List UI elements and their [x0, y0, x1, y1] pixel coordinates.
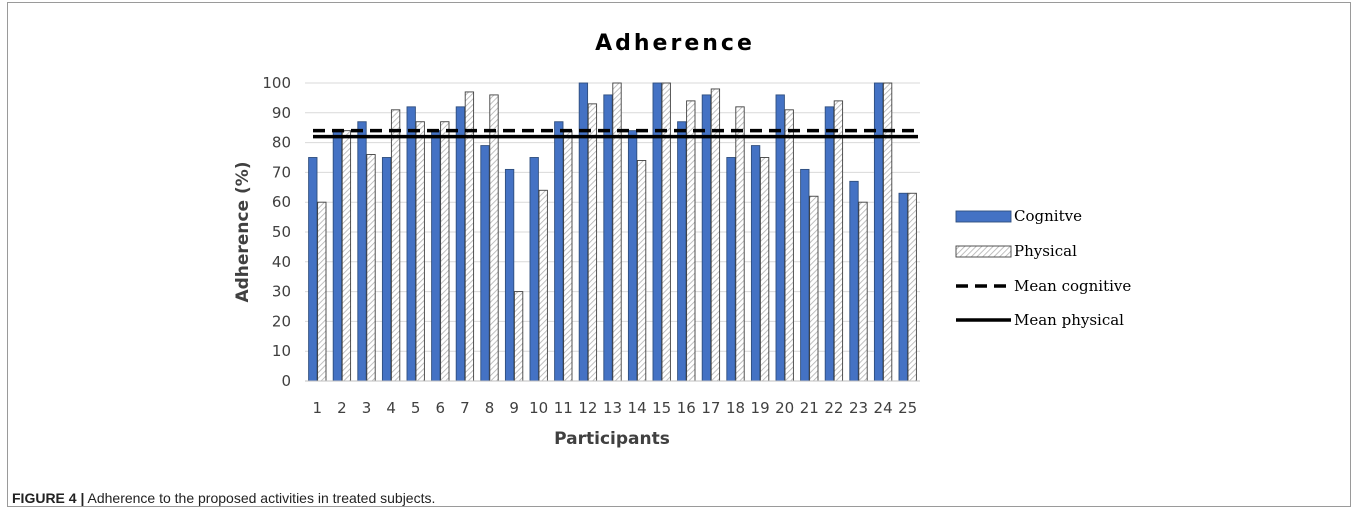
- x-tick-label: 6: [436, 399, 446, 417]
- x-tick-label: 17: [701, 399, 720, 417]
- y-tick-label: 90: [272, 104, 291, 122]
- figure-caption: FIGURE 4 | Adherence to the proposed act…: [12, 490, 435, 506]
- y-tick-label: 30: [272, 283, 291, 301]
- legend-label: Mean physical: [1014, 311, 1124, 329]
- x-tick-labels: 1 2 3 4 5 6 7 8 9 10 11 12 13 14 15 16 17 18 19 20 21 22 23 24 2…: [313, 399, 918, 417]
- legend-label: Mean cognitive: [1014, 277, 1131, 295]
- bar-cognitive: [726, 157, 736, 382]
- x-tick-label: 12: [578, 399, 597, 417]
- x-tick-label: 15: [652, 399, 671, 417]
- bar-cognitive: [824, 106, 835, 382]
- x-tick-label: 18: [726, 399, 745, 417]
- caption-text: Adherence to the proposed activities in …: [84, 490, 436, 506]
- y-axis-title: Adherence (%): [233, 161, 253, 302]
- bar-cognitive: [332, 130, 343, 382]
- y-tick-label: 20: [272, 312, 291, 330]
- x-tick-label: 11: [554, 399, 573, 417]
- x-tick-label: 5: [411, 399, 421, 417]
- bar-physical: [563, 130, 573, 382]
- legend-label: Cognitve: [1014, 207, 1082, 225]
- x-tick-label: 10: [529, 399, 548, 417]
- x-tick-label: 23: [849, 399, 868, 417]
- bar-cognitive: [578, 82, 589, 382]
- bar-physical: [882, 82, 893, 382]
- y-tick-label: 50: [272, 223, 291, 241]
- bar-physical: [710, 88, 721, 382]
- x-tick-label: 1: [313, 399, 323, 417]
- bar-cognitive: [554, 121, 564, 382]
- bar-cognitive: [357, 121, 367, 382]
- bar-physical: [833, 100, 844, 382]
- bar-physical: [735, 106, 745, 382]
- x-tick-label: 7: [460, 399, 470, 417]
- legend: Cognitve Physical Mean cognitive Mean physi…: [955, 207, 1131, 329]
- x-tick-label: 3: [362, 399, 372, 417]
- bar-cognitive: [504, 168, 515, 382]
- bar-cognitive: [898, 192, 908, 382]
- bar-physical: [759, 157, 770, 382]
- mean-lines: [313, 128, 918, 139]
- bar-cognitive: [455, 106, 466, 382]
- x-axis-title: Participants: [554, 429, 670, 449]
- x-tick-label: 20: [775, 399, 794, 417]
- bar-physical: [587, 103, 598, 382]
- legend-label: Physical: [1014, 242, 1077, 260]
- bar-physical: [784, 109, 794, 382]
- legend-swatch-physical: [955, 245, 1012, 258]
- bar-physical: [907, 192, 917, 382]
- bar-cognitive: [406, 106, 416, 382]
- x-tick-label: 4: [386, 399, 396, 417]
- x-tick-label: 22: [824, 399, 843, 417]
- bar-cognitive: [800, 168, 810, 382]
- x-tick-label: 25: [898, 399, 917, 417]
- y-tick-labels: 0 10 20 30 40 50 60 70 80 90 100: [262, 74, 291, 390]
- x-tick-label: 19: [751, 399, 770, 417]
- bar-cognitive: [750, 145, 761, 382]
- bar-cognitive: [529, 157, 539, 382]
- bar-cognitive: [381, 157, 392, 382]
- y-tick-label: 10: [272, 342, 291, 360]
- bar-physical: [636, 160, 647, 382]
- bar-physical: [415, 121, 425, 382]
- y-tick-label: 70: [272, 163, 291, 181]
- bar-physical: [440, 121, 450, 382]
- bar-cognitive: [480, 145, 490, 382]
- x-tick-label: 2: [337, 399, 347, 417]
- bar-physical: [341, 130, 352, 382]
- x-tick-label: 13: [603, 399, 622, 417]
- y-tick-label: 0: [281, 372, 291, 390]
- x-tick-label: 9: [509, 399, 519, 417]
- bar-cognitive: [677, 121, 687, 382]
- bar-cognitive: [652, 82, 662, 382]
- y-tick-label: 60: [272, 193, 291, 211]
- bars: [308, 82, 917, 382]
- bar-physical: [390, 109, 401, 382]
- bar-physical: [612, 82, 622, 382]
- x-tick-label: 16: [677, 399, 696, 417]
- bar-cognitive: [849, 180, 859, 382]
- bar-physical: [513, 291, 524, 382]
- bar-physical: [538, 189, 548, 382]
- bar-cognitive: [431, 130, 441, 382]
- x-tick-label: 8: [485, 399, 495, 417]
- legend-swatch-cognitive: [955, 210, 1012, 223]
- x-tick-label: 21: [800, 399, 819, 417]
- bar-cognitive: [308, 157, 318, 382]
- y-tick-label: 80: [272, 134, 291, 152]
- y-tick-label: 40: [272, 253, 291, 271]
- bar-cognitive: [873, 82, 884, 382]
- chart-title: Adherence: [595, 31, 755, 56]
- caption-label: FIGURE 4 |: [12, 490, 85, 506]
- y-tick-label: 100: [262, 74, 291, 92]
- bar-physical: [809, 195, 819, 382]
- x-tick-label: 14: [628, 399, 647, 417]
- bar-physical: [858, 201, 868, 382]
- bar-cognitive: [627, 130, 638, 382]
- bar-physical: [661, 82, 671, 382]
- bar-physical: [317, 201, 327, 382]
- x-tick-label: 24: [874, 399, 893, 417]
- bar-physical: [686, 100, 696, 382]
- bar-physical: [366, 154, 376, 382]
